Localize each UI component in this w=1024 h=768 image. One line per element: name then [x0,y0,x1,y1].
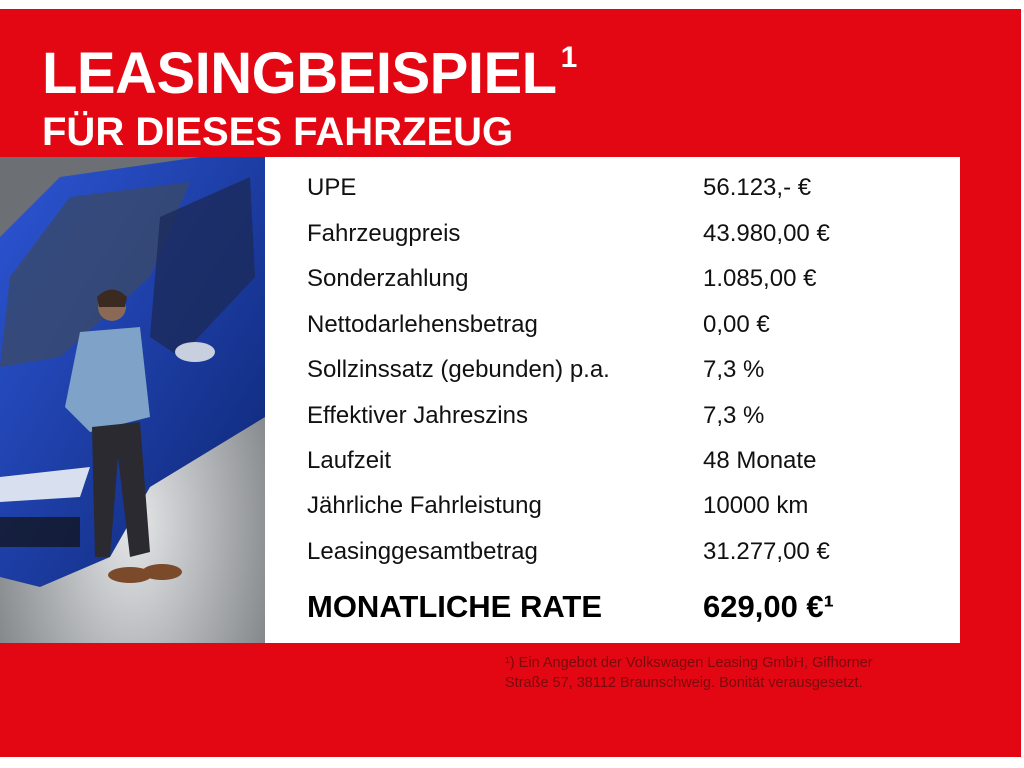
monthly-rate: MONATLICHE RATE 629,00 €¹ [307,590,947,624]
row-fahrzeugpreis: Fahrzeugpreis 43.980,00 € [307,220,947,248]
row-value: 7,3 % [703,402,765,429]
row-sollzinssatz: Sollzinssatz (gebunden) p.a. 7,3 % [307,356,947,384]
row-value: 1.085,00 € [703,265,817,292]
car-photo-illustration [0,157,265,643]
rate-value: 629,00 €¹ [703,589,834,624]
row-value: 7,3 % [703,356,765,383]
row-label: Nettodarlehensbetrag [307,311,538,338]
page-title: LEASINGBEISPIEL 1 [42,43,577,103]
title-text: LEASINGBEISPIEL [42,41,557,106]
row-fahrleistung: Jährliche Fahrleistung 10000 km [307,492,947,520]
row-label: Sollzinssatz (gebunden) p.a. [307,356,610,383]
row-value: 43.980,00 € [703,220,830,247]
page-subtitle: FÜR DIESES FAHRZEUG [42,110,514,154]
row-label: Laufzeit [307,447,392,474]
row-label: Sonderzahlung [307,265,469,292]
row-value: 31.277,00 € [703,538,830,565]
row-value: 0,00 € [703,311,770,338]
row-value: 56.123,- € [703,174,812,201]
row-leasinggesamtbetrag: Leasinggesamtbetrag 31.277,00 € [307,538,947,566]
row-label: Fahrzeugpreis [307,220,461,247]
rate-label: MONATLICHE RATE [307,589,603,624]
footnote: ¹) Ein Angebot der Volkswagen Leasing Gm… [505,653,873,693]
row-sonderzahlung: Sonderzahlung 1.085,00 € [307,265,947,293]
footnote-line-2: Straße 57, 38112 Braunschweig. Bonität v… [505,675,863,691]
row-nettodarlehensbetrag: Nettodarlehensbetrag 0,00 € [307,311,947,339]
row-laufzeit: Laufzeit 48 Monate [307,447,947,475]
row-value: 10000 km [703,492,809,519]
row-upe: UPE 56.123,- € [307,174,947,202]
car-and-man-photo [0,157,265,643]
row-label: Leasinggesamtbetrag [307,538,538,565]
title-footnote-mark: 1 [560,41,578,74]
footnote-line-1: ¹) Ein Angebot der Volkswagen Leasing Gm… [505,655,873,671]
row-label: Jährliche Fahrleistung [307,492,542,519]
row-label: UPE [307,174,357,201]
row-value: 48 Monate [703,447,817,474]
leasing-details-panel: UPE 56.123,- € Fahrzeugpreis 43.980,00 € S… [265,157,960,643]
row-label: Effektiver Jahreszins [307,402,528,429]
row-effektiver-jahreszins: Effektiver Jahreszins 7,3 % [307,402,947,430]
